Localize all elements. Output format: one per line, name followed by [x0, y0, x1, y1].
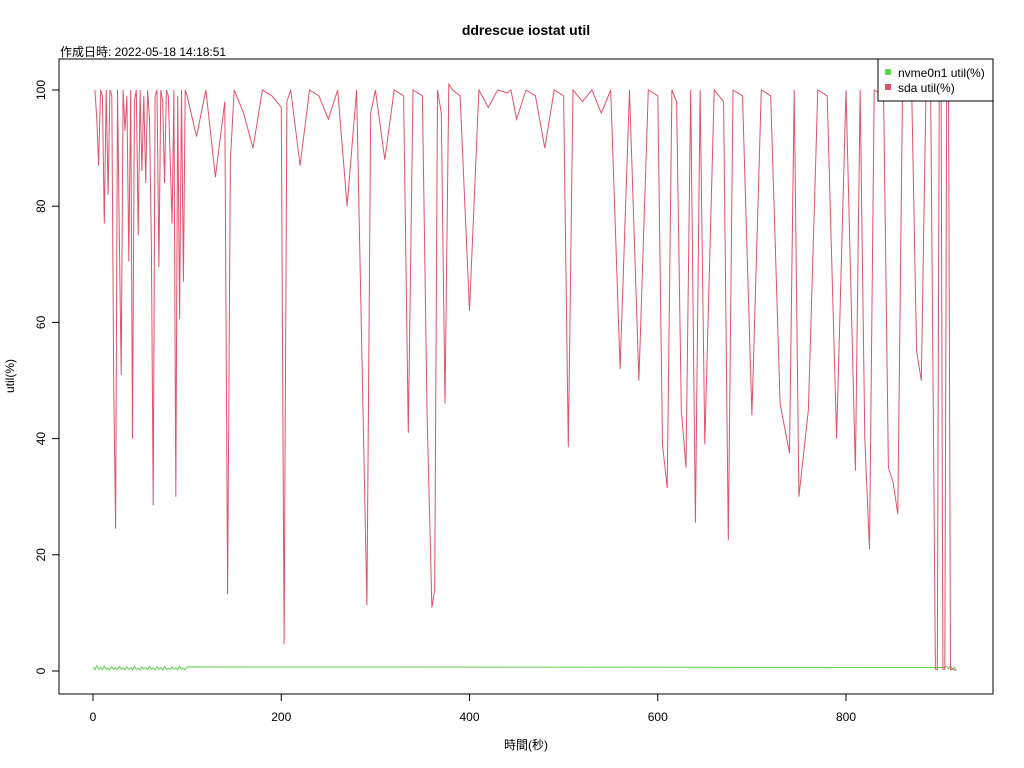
y-tick-label: 20: [34, 548, 48, 562]
series-layer: [92, 82, 957, 671]
legend-swatch-nvme: [885, 69, 891, 75]
x-axis-label: 時間(秒): [504, 738, 548, 752]
x-tick-label: 0: [90, 710, 97, 724]
y-tick-label: 80: [34, 199, 48, 213]
series-nvme0n1-line: [92, 664, 957, 671]
legend: nvme0n1 util(%) sda util(%): [877, 58, 994, 102]
y-tick-label: 60: [34, 315, 48, 329]
legend-label-nvme: nvme0n1 util(%): [898, 66, 985, 80]
y-tick-label: 40: [34, 432, 48, 446]
x-tick-label: 800: [836, 710, 856, 724]
legend-swatch-sda: [885, 84, 891, 90]
y-tick-label: 0: [34, 667, 48, 674]
x-tick-label: 400: [459, 710, 479, 724]
chart-subtitle: 作成日時: 2022-05-18 14:18:51: [60, 45, 226, 59]
legend-box: [877, 58, 994, 102]
x-tick-label: 200: [271, 710, 291, 724]
y-axis: 0 20 40 60 80 100: [34, 80, 60, 674]
x-tick-label: 600: [648, 710, 668, 724]
y-axis-label: util(%): [3, 359, 17, 393]
chart-title: ddrescue iostat util: [462, 22, 590, 38]
legend-label-sda: sda util(%): [898, 81, 955, 95]
x-axis: 0 200 400 600 800: [90, 693, 856, 724]
series-sda-line: [94, 82, 957, 671]
y-tick-label: 100: [34, 80, 48, 100]
